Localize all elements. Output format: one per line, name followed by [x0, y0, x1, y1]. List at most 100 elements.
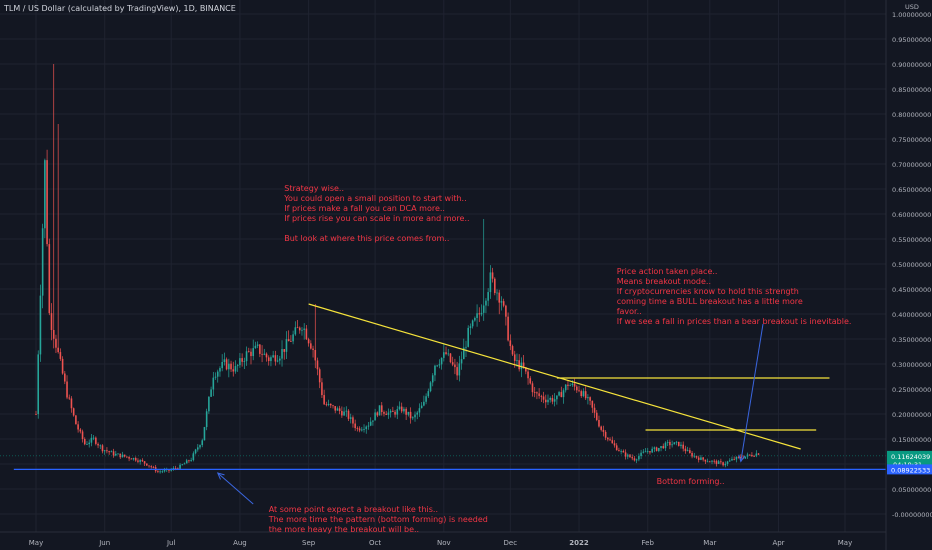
candle-body — [70, 398, 73, 409]
candle-body — [560, 392, 563, 398]
candle-body — [518, 360, 520, 370]
annotation-line: You could open a small position to start… — [284, 194, 467, 203]
candle-body — [509, 340, 512, 347]
candle-body — [245, 351, 248, 362]
candle-body — [301, 329, 303, 331]
candle-body — [254, 345, 257, 349]
candle-body — [456, 367, 458, 376]
candle-body — [593, 407, 596, 413]
candle-body — [152, 467, 155, 468]
candle-body — [103, 450, 106, 452]
y-tick-label: 0.50000000 — [892, 261, 931, 269]
candle-body — [389, 410, 392, 413]
candle-body — [471, 320, 474, 327]
candle-body — [376, 412, 379, 416]
candle-body — [336, 408, 339, 411]
candle-body — [75, 415, 77, 425]
candle-body — [128, 457, 130, 459]
candle-body — [270, 357, 272, 362]
candle-body — [41, 228, 44, 296]
candle-body — [757, 453, 760, 455]
candle-body — [748, 454, 751, 456]
candle-body — [482, 305, 485, 313]
y-tick-label: 0.60000000 — [892, 211, 931, 219]
candle-body — [108, 451, 110, 453]
chart-title: TLM / US Dollar (calculated by TradingVi… — [4, 4, 236, 13]
candle-body — [314, 350, 317, 361]
candle-body — [383, 411, 385, 414]
candle-body — [689, 450, 691, 453]
annotation-line: favor.. — [616, 306, 642, 316]
candle-body — [137, 460, 139, 462]
x-tick-label: May — [29, 539, 43, 547]
candle-body — [494, 278, 496, 293]
y-tick-label: 0.05000000 — [892, 486, 931, 494]
x-tick-label: Oct — [369, 539, 381, 547]
candle-body — [682, 444, 684, 449]
candle-body — [697, 457, 700, 460]
candle-body — [250, 351, 252, 357]
candle-body — [114, 453, 117, 456]
candle-body — [502, 301, 505, 306]
candle-body — [443, 352, 445, 358]
candle-body — [214, 376, 217, 378]
y-tick-label: 0.85000000 — [892, 86, 931, 94]
candle-body — [438, 364, 441, 366]
annotation-line: At some point expect a breakout like thi… — [268, 505, 438, 514]
candle-body — [571, 383, 574, 386]
candle-body — [733, 458, 735, 460]
candle-body — [434, 365, 436, 376]
y-tick-label: 0.35000000 — [892, 336, 931, 344]
candle-body — [522, 362, 525, 368]
x-tick-label: 2022 — [569, 539, 589, 547]
candle-body — [737, 456, 740, 458]
candle-body — [358, 428, 361, 431]
candle-body — [423, 401, 425, 406]
candle-body — [170, 469, 173, 471]
candle-body — [728, 460, 731, 462]
x-tick-label: Sep — [302, 539, 316, 547]
price-labels: 0.1162403904:19:310.08922533 — [887, 450, 932, 475]
candle-body — [720, 461, 722, 463]
candle-body — [476, 313, 478, 318]
candle-body — [132, 458, 135, 460]
candle-body — [39, 295, 42, 355]
candle-body — [540, 395, 543, 397]
candle-body — [321, 382, 323, 396]
candle-body — [303, 328, 305, 330]
y-tick-label: 0.15000000 — [892, 436, 931, 444]
arrow-head — [738, 454, 746, 463]
candle-body — [126, 456, 128, 458]
candle-body — [338, 408, 341, 412]
candle-body — [708, 461, 711, 463]
candle-body — [460, 359, 463, 364]
annotation-line: The more time the pattern (bottom formin… — [268, 515, 488, 524]
candle-body — [649, 451, 651, 453]
trendline — [308, 303, 801, 450]
candle-body — [558, 392, 560, 396]
y-tick-label: 0.40000000 — [892, 311, 931, 319]
candle-body — [403, 408, 405, 412]
candle-body — [414, 414, 416, 418]
candle-body — [97, 443, 99, 446]
candle-body — [487, 292, 489, 301]
candle-body — [81, 431, 84, 440]
candle-body — [272, 355, 274, 358]
candle-body — [544, 399, 547, 403]
candle-body — [631, 457, 634, 459]
candle-body — [549, 398, 552, 400]
y-tick-label: 0.75000000 — [892, 136, 931, 144]
candle-body — [511, 346, 514, 355]
y-tick-label: -0.00000000 — [892, 511, 932, 519]
candle-body — [394, 411, 396, 415]
candle-body — [274, 355, 277, 362]
candle-body — [527, 371, 529, 379]
candle-body — [61, 358, 64, 374]
candle-body — [50, 313, 53, 330]
candle-body — [325, 404, 328, 406]
candle-body — [671, 444, 673, 446]
candle-body — [298, 327, 301, 331]
candle-body — [640, 452, 642, 457]
candle-body — [491, 272, 494, 279]
